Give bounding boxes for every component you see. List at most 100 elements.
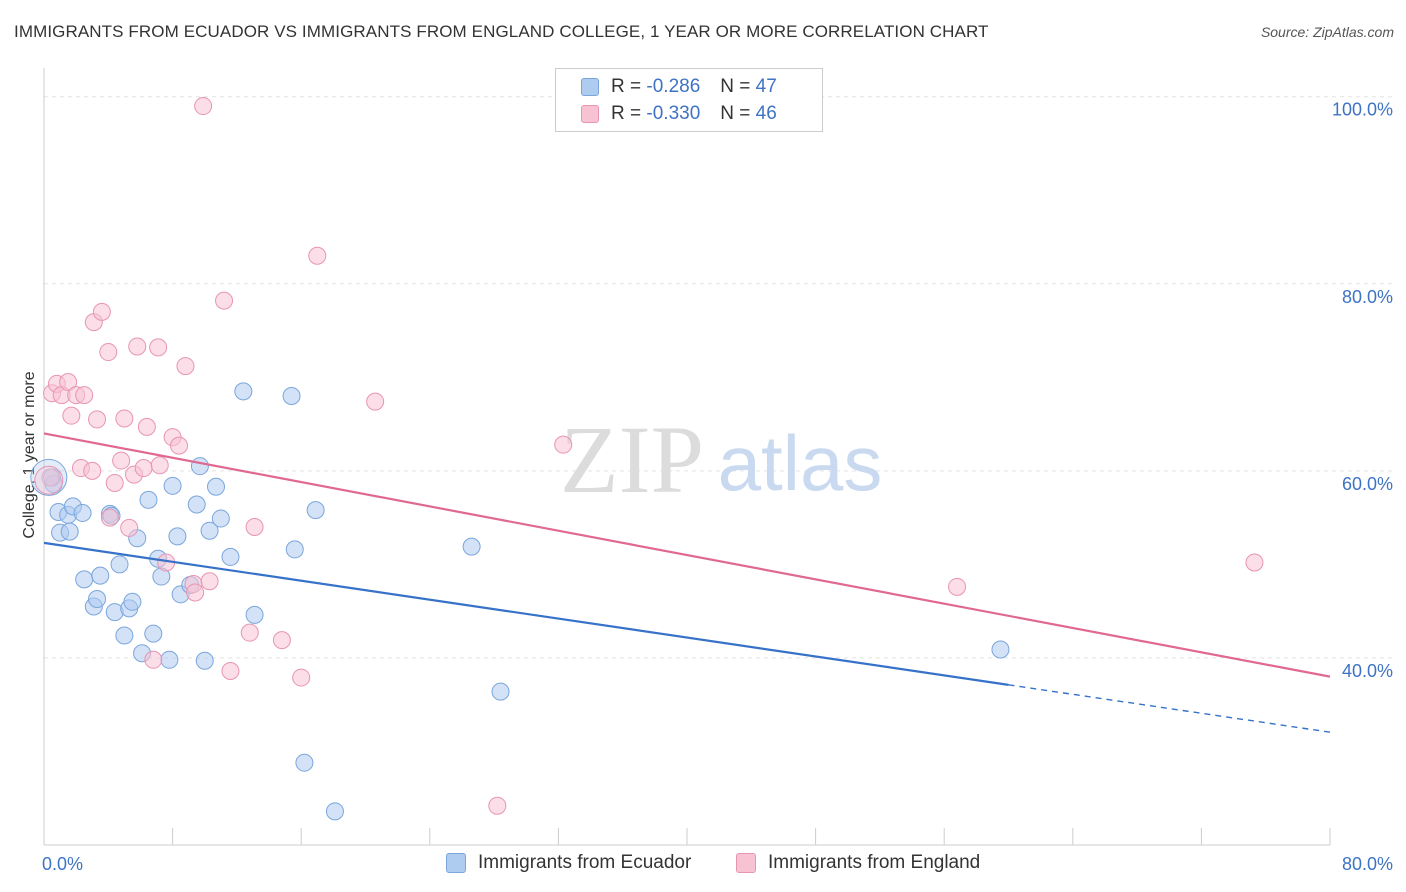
england-point [92, 302, 111, 321]
england-point [59, 372, 78, 391]
england-point [100, 508, 119, 527]
england-point [948, 577, 967, 596]
chart-title: IMMIGRANTS FROM ECUADOR VS IMMIGRANTS FR… [14, 22, 989, 41]
legend-item-ecuador: Immigrants from Ecuador [446, 852, 691, 874]
legend-r-value-england: -0.330 [646, 103, 701, 124]
england-point [272, 631, 291, 650]
england-point [112, 451, 131, 470]
legend-row-england: R = -0.330 N = 46 [556, 101, 777, 127]
legend-n-label: N = [720, 103, 751, 124]
ecuador-point [144, 624, 163, 643]
data-points [30, 97, 1264, 821]
england-point [134, 459, 153, 478]
england-point [105, 474, 124, 493]
ecuador-point-cluster [30, 458, 68, 496]
legend-item-england: Immigrants from England [736, 852, 980, 874]
tick-labels: 40.0% 60.0% 80.0% 100.0% 0.0% 80.0% [42, 100, 1393, 874]
ecuador-point [88, 589, 107, 608]
england-point [149, 338, 168, 357]
ecuador-point [187, 495, 206, 514]
ecuador-point [245, 605, 264, 624]
ecuador-point [115, 626, 134, 645]
ecuador-point [60, 522, 79, 541]
ecuador-point [91, 566, 110, 585]
ecuador-point [75, 570, 94, 589]
ecuador-point [491, 682, 510, 701]
england-point [554, 435, 573, 454]
ecuador-point [190, 457, 209, 476]
legend-row-ecuador: R = -0.286 N = 47 [556, 74, 777, 100]
england-point [1245, 553, 1264, 572]
ecuador-point [285, 540, 304, 559]
england-point [221, 662, 240, 681]
watermark: ZIP atlas [560, 406, 882, 513]
series-legend: Immigrants from Ecuador Immigrants from … [0, 852, 1406, 878]
england-point [75, 386, 94, 405]
ecuador-trend-line [43, 541, 1009, 686]
england-point [194, 97, 213, 116]
ecuador-point [221, 547, 240, 566]
watermark-atlas: atlas [718, 419, 883, 507]
england-point [292, 668, 311, 687]
legend-label-england: Immigrants from England [768, 852, 981, 873]
ecuador-point [163, 476, 182, 495]
ecuador-point [160, 650, 179, 669]
england-point [176, 357, 195, 376]
watermark-zip: ZIP [560, 406, 704, 513]
legend-n-value-ecuador: 47 [755, 76, 777, 97]
england-point [150, 456, 169, 475]
axes [43, 68, 1331, 846]
legend-r-value-ecuador: -0.286 [646, 76, 701, 97]
y-tick-label: 80.0% [1342, 287, 1393, 307]
trend-lines [43, 432, 1331, 733]
ecuador-trend-extrapolation [1008, 684, 1331, 733]
ecuador-point [462, 537, 481, 556]
england-point [366, 392, 385, 411]
england-point [41, 468, 60, 487]
correlation-legend: R = -0.286 N = 47 R = -0.330 N = 46 [555, 68, 823, 132]
england-point [120, 518, 139, 537]
legend-n-label: N = [720, 76, 751, 97]
ecuador-point [325, 802, 344, 821]
legend-swatch-england [581, 105, 599, 123]
england-point [83, 461, 102, 480]
x-tick-label-min: 0.0% [42, 854, 83, 874]
legend-r-label: R = [611, 76, 642, 97]
england-point [144, 650, 163, 669]
ecuador-point [139, 490, 158, 509]
y-tick-label: 100.0% [1332, 100, 1393, 120]
ecuador-point [306, 501, 325, 520]
chart-source: Source: ZipAtlas.com [1260, 24, 1394, 40]
england-point [62, 406, 81, 425]
ecuador-point [234, 382, 253, 401]
england-point [245, 517, 264, 536]
england-point [128, 337, 147, 356]
england-point [137, 417, 156, 436]
ecuador-point [123, 592, 142, 611]
ecuador-point [168, 527, 187, 546]
england-point [215, 291, 234, 310]
y-tick-label: 60.0% [1342, 474, 1393, 494]
england-point [99, 343, 118, 362]
england-trend-line [43, 432, 1331, 678]
ecuador-point [211, 509, 230, 528]
ecuador-point [200, 521, 219, 540]
england-point [186, 583, 205, 602]
ecuador-point [207, 477, 226, 496]
y-tick-label: 40.0% [1342, 661, 1393, 681]
ecuador-point [282, 387, 301, 406]
ecuador-point [73, 503, 92, 522]
gridlines [44, 96, 1392, 659]
ecuador-point [195, 651, 214, 670]
england-point-cluster [34, 465, 64, 495]
x-tick-label-max: 80.0% [1342, 854, 1393, 874]
legend-swatch-ecuador [581, 78, 599, 96]
england-point [488, 796, 507, 815]
ecuador-point [295, 753, 314, 772]
england-point [240, 623, 259, 642]
england-point [200, 572, 219, 591]
legend-label-ecuador: Immigrants from Ecuador [478, 852, 692, 873]
ecuador-point [110, 555, 129, 574]
legend-n-value-england: 46 [755, 103, 777, 124]
